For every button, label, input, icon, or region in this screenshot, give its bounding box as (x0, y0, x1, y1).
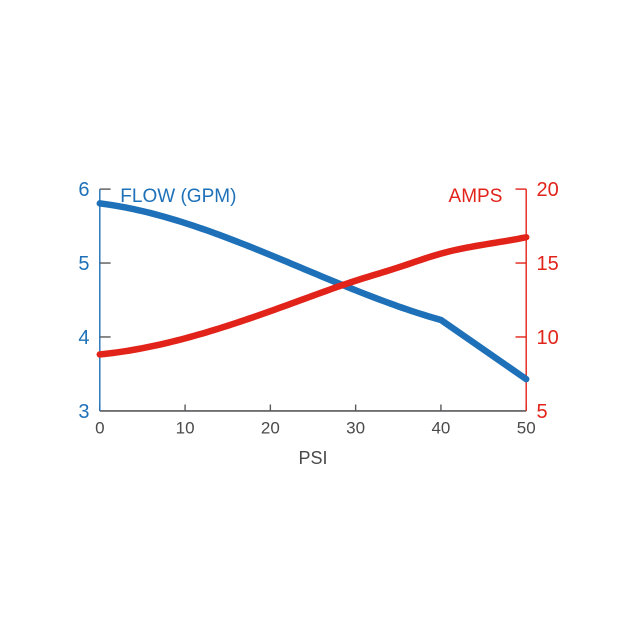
svg-text:AMPS: AMPS (449, 186, 503, 207)
svg-text:FLOW (GPM): FLOW (GPM) (120, 186, 236, 207)
svg-text:5: 5 (537, 401, 548, 423)
svg-text:5: 5 (78, 253, 89, 275)
svg-text:40: 40 (431, 419, 450, 438)
svg-text:6: 6 (78, 179, 89, 201)
svg-text:0: 0 (95, 419, 104, 438)
svg-text:50: 50 (517, 419, 536, 438)
svg-text:10: 10 (176, 419, 195, 438)
svg-text:3: 3 (78, 401, 89, 423)
svg-text:20: 20 (537, 179, 559, 201)
svg-text:15: 15 (537, 253, 559, 275)
svg-text:20: 20 (261, 419, 280, 438)
svg-text:30: 30 (346, 419, 365, 438)
svg-text:PSI: PSI (298, 448, 327, 468)
svg-text:4: 4 (78, 327, 89, 349)
svg-text:10: 10 (537, 327, 559, 349)
